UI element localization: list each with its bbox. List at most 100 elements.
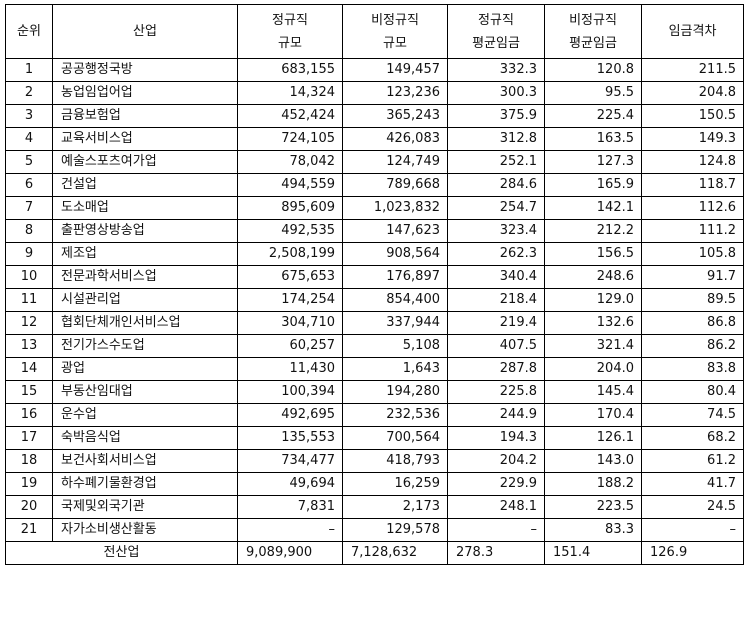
nonregular-wage-cell: 127.3 — [544, 150, 642, 174]
regular-wage-cell: 219.4 — [447, 311, 545, 335]
nonregular-size-cell: 789,668 — [342, 173, 448, 197]
rank-cell: 6 — [5, 173, 53, 197]
industry-cell: 국제및외국기관 — [52, 495, 238, 519]
wage-gap-cell: 86.2 — [641, 334, 744, 358]
rank-cell: 9 — [5, 242, 53, 266]
industry-cell: 자가소비생산활동 — [52, 518, 238, 542]
nonregular-wage-cell: 145.4 — [544, 380, 642, 404]
nonregular-wage-cell: 95.5 — [544, 81, 642, 105]
nonregular-size-cell: 365,243 — [342, 104, 448, 128]
nonregular-size-cell: 176,897 — [342, 265, 448, 289]
industry-cell: 전문과학서비스업 — [52, 265, 238, 289]
wage-gap-cell: 86.8 — [641, 311, 744, 335]
regular-size-cell: 683,155 — [237, 58, 343, 82]
nonregular-wage-cell: 223.5 — [544, 495, 642, 519]
total-regular-wage: 278.3 — [447, 541, 545, 565]
nonregular-size-cell: 908,564 — [342, 242, 448, 266]
industry-cell: 교육서비스업 — [52, 127, 238, 151]
nonregular-wage-cell: 129.0 — [544, 288, 642, 312]
total-row: 전산업 9,089,900 7,128,632 278.3 151.4 126.9 — [5, 541, 744, 565]
nonregular-wage-cell: 83.3 — [544, 518, 642, 542]
rank-cell: 5 — [5, 150, 53, 174]
regular-size-cell: 492,695 — [237, 403, 343, 427]
wage-gap-cell: 24.5 — [641, 495, 744, 519]
regular-wage-cell: 407.5 — [447, 334, 545, 358]
regular-wage-cell: 312.8 — [447, 127, 545, 151]
rank-cell: 16 — [5, 403, 53, 427]
wage-gap-cell: 204.8 — [641, 81, 744, 105]
table-row: 19 하수폐기물환경업 49,694 16,259 229.9 188.2 41.7 — [5, 472, 744, 496]
table-row: 17 숙박음식업 135,553 700,564 194.3 126.1 68.2 — [5, 426, 744, 450]
nonregular-wage-cell: 126.1 — [544, 426, 642, 450]
nonregular-size-cell: 123,236 — [342, 81, 448, 105]
regular-size-cell: 78,042 — [237, 150, 343, 174]
rank-cell: 19 — [5, 472, 53, 496]
table-row: 3 금융보험업 452,424 365,243 375.9 225.4 150.5 — [5, 104, 744, 128]
rank-cell: 4 — [5, 127, 53, 151]
header-line: 임금격차 — [668, 24, 717, 39]
regular-size-cell: 100,394 — [237, 380, 343, 404]
rank-cell: 13 — [5, 334, 53, 358]
regular-size-cell: 452,424 — [237, 104, 343, 128]
industry-cell: 건설업 — [52, 173, 238, 197]
nonregular-wage-cell: 212.2 — [544, 219, 642, 243]
rank-cell: 17 — [5, 426, 53, 450]
table-row: 14 광업 11,430 1,643 287.8 204.0 83.8 — [5, 357, 744, 381]
rank-cell: 10 — [5, 265, 53, 289]
table-row: 18 보건사회서비스업 734,477 418,793 204.2 143.0 61.2 — [5, 449, 744, 473]
wage-gap-cell: 80.4 — [641, 380, 744, 404]
table-row: 7 도소매업 895,609 1,023,832 254.7 142.1 112.6 — [5, 196, 744, 220]
nonregular-size-cell: 1,643 — [342, 357, 448, 381]
header-line: 순위 — [17, 24, 41, 39]
table-row: 6 건설업 494,559 789,668 284.6 165.9 118.7 — [5, 173, 744, 197]
table-row: 4 교육서비스업 724,105 426,083 312.8 163.5 149.3 — [5, 127, 744, 151]
wage-gap-cell: 211.5 — [641, 58, 744, 82]
regular-size-cell: 492,535 — [237, 219, 343, 243]
header-line: 비정규직 — [371, 12, 419, 28]
regular-wage-cell: 252.1 — [447, 150, 545, 174]
rank-cell: 14 — [5, 357, 53, 381]
nonregular-size-cell: 700,564 — [342, 426, 448, 450]
nonregular-wage-cell: 170.4 — [544, 403, 642, 427]
regular-size-cell: 11,430 — [237, 357, 343, 381]
nonregular-size-cell: 129,578 — [342, 518, 448, 542]
table-row: 1 공공행정국방 683,155 149,457 332.3 120.8 211.5 — [5, 58, 744, 82]
regular-wage-cell: 244.9 — [447, 403, 545, 427]
nonregular-size-cell: 337,944 — [342, 311, 448, 335]
industry-cell: 전기가스수도업 — [52, 334, 238, 358]
regular-wage-cell: 332.3 — [447, 58, 545, 82]
regular-size-cell: 2,508,199 — [237, 242, 343, 266]
wage-gap-cell: 91.7 — [641, 265, 744, 289]
table-row: 9 제조업 2,508,199 908,564 262.3 156.5 105.8 — [5, 242, 744, 266]
regular-wage-cell: – — [447, 518, 545, 542]
industry-cell: 공공행정국방 — [52, 58, 238, 82]
total-nonregular-wage: 151.4 — [544, 541, 642, 565]
regular-wage-cell: 340.4 — [447, 265, 545, 289]
wage-gap-cell: 124.8 — [641, 150, 744, 174]
header-nonregular-size: 비정규직 규모 — [342, 4, 448, 59]
nonregular-wage-cell: 132.6 — [544, 311, 642, 335]
nonregular-wage-cell: 321.4 — [544, 334, 642, 358]
nonregular-wage-cell: 142.1 — [544, 196, 642, 220]
regular-size-cell: 174,254 — [237, 288, 343, 312]
rank-cell: 21 — [5, 518, 53, 542]
table-row: 8 출판영상방송업 492,535 147,623 323.4 212.2 111.2 — [5, 219, 744, 243]
wage-gap-cell: 61.2 — [641, 449, 744, 473]
industry-cell: 숙박음식업 — [52, 426, 238, 450]
wage-gap-cell: 149.3 — [641, 127, 744, 151]
nonregular-size-cell: 426,083 — [342, 127, 448, 151]
regular-wage-cell: 225.8 — [447, 380, 545, 404]
industry-cell: 광업 — [52, 357, 238, 381]
regular-wage-cell: 218.4 — [447, 288, 545, 312]
industry-cell: 출판영상방송업 — [52, 219, 238, 243]
table-row: 21 자가소비생산활동 –129,578–83.3– — [5, 518, 744, 542]
header-industry: 산업 — [52, 4, 238, 59]
header-line: 산업 — [133, 24, 157, 39]
nonregular-size-cell: 854,400 — [342, 288, 448, 312]
header-line: 평균임금 — [569, 35, 617, 51]
regular-size-cell: 724,105 — [237, 127, 343, 151]
regular-wage-cell: 194.3 — [447, 426, 545, 450]
table-row: 15 부동산임대업 100,394 194,280 225.8 145.4 80.4 — [5, 380, 744, 404]
wage-gap-cell: 41.7 — [641, 472, 744, 496]
nonregular-size-cell: 149,457 — [342, 58, 448, 82]
